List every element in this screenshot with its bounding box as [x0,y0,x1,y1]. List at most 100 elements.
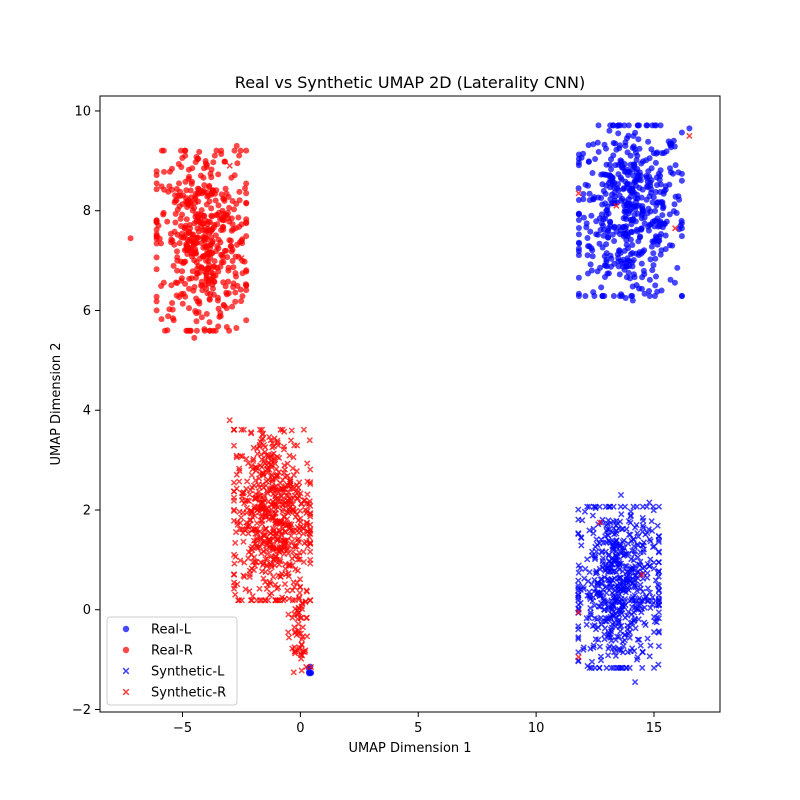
data-point-real-r [224,254,231,261]
data-point-synthetic-r [307,509,314,517]
data-point-real-l [646,293,653,299]
data-point-real-l [625,122,632,129]
data-point-synthetic-l [621,551,628,559]
data-point-real-r [191,334,198,341]
data-point-synthetic-l [578,542,585,549]
data-point-real-l [608,255,615,262]
data-point-real-r [203,270,210,277]
data-point-real-l [678,129,685,136]
data-point-real-r [189,165,196,172]
data-point-real-r [192,199,199,206]
data-point-synthetic-r [271,502,278,510]
data-point-synthetic-l [593,536,600,543]
data-point-synthetic-l [632,597,640,604]
data-point-real-r [173,197,180,204]
data-point-synthetic-r [279,505,287,513]
data-point-real-l [597,264,604,271]
data-point-real-r [216,313,223,320]
data-point-real-l [601,141,608,148]
data-point-real-l [616,271,623,278]
data-point-synthetic-l [602,618,609,625]
data-point-real-r [233,142,240,149]
data-point-real-r [243,317,250,324]
data-point-real-r [169,300,176,306]
data-point-synthetic-r [272,597,279,604]
data-point-real-l [585,158,592,165]
x-tick-label: 5 [414,721,422,736]
data-point-real-l [670,208,677,215]
data-point-synthetic-l [575,516,582,523]
data-point-real-l [575,217,582,223]
data-point-real-l [635,252,642,258]
data-point-real-l [588,267,595,274]
data-point-synthetic-r [274,439,281,446]
data-point-synthetic-r [307,521,314,528]
data-point-synthetic-r [248,430,255,437]
data-point-synthetic-l [603,585,611,592]
data-point-synthetic-l [655,548,663,555]
data-point-synthetic-l [596,503,603,510]
data-point-synthetic-r [575,190,582,197]
data-point-real-l [594,139,601,146]
data-point-real-l [653,273,659,280]
data-point-synthetic-l [626,569,633,576]
data-point-real-l [652,255,659,262]
data-point-real-r [204,249,211,256]
data-point-synthetic-l [586,588,593,596]
data-point-synthetic-l [623,576,630,583]
data-point-real-l [591,194,598,201]
data-point-real-l [628,228,635,235]
data-point-real-r [183,216,190,223]
data-point-real-r [188,180,195,187]
data-point-synthetic-l [612,522,620,529]
data-point-real-r [180,290,187,297]
data-point-synthetic-r [236,465,243,472]
data-point-synthetic-l [614,575,621,582]
data-point-real-r [229,221,236,228]
data-point-synthetic-r [294,611,301,619]
data-point-synthetic-r [277,426,284,433]
data-point-real-l [628,251,634,258]
data-point-real-l [639,186,646,193]
data-point-real-l [575,225,582,231]
x-tick-label: 0 [296,721,304,736]
data-point-synthetic-r [245,460,252,467]
data-point-synthetic-l [612,587,619,594]
data-point-synthetic-l [597,536,605,543]
data-point-synthetic-r [270,450,277,457]
data-point-real-l [678,233,685,240]
data-point-synthetic-l [590,530,597,537]
data-point-real-l [605,227,612,234]
data-point-synthetic-l [607,626,615,633]
data-point-synthetic-r [267,580,274,587]
data-point-real-r [215,171,222,178]
data-point-real-l [653,174,660,181]
data-point-synthetic-r [596,519,603,526]
data-point-real-r [172,210,179,217]
data-point-real-r [177,215,184,222]
data-point-synthetic-l [575,634,582,641]
data-point-synthetic-l [617,503,624,510]
data-point-real-r [201,327,208,334]
data-point-synthetic-l [577,534,585,541]
data-point-real-l [575,197,582,203]
data-point-synthetic-l [646,536,653,543]
data-point-synthetic-l [605,517,612,524]
data-point-synthetic-l [627,531,634,538]
data-point-real-r [153,168,160,175]
data-point-real-l [633,177,640,184]
data-point-real-l [627,188,634,194]
data-point-synthetic-r [241,500,248,507]
data-point-synthetic-l [655,536,662,544]
data-point-real-l [613,146,620,153]
data-point-real-l [640,158,646,165]
data-point-synthetic-l [605,551,613,558]
data-point-synthetic-r [307,556,314,564]
data-point-synthetic-l [622,664,630,672]
data-point-real-l [588,212,595,219]
data-point-synthetic-r [266,578,273,586]
data-point-real-r [228,243,234,250]
data-point-real-l [652,159,659,166]
data-point-synthetic-l [608,664,615,672]
data-point-real-r [158,316,165,323]
